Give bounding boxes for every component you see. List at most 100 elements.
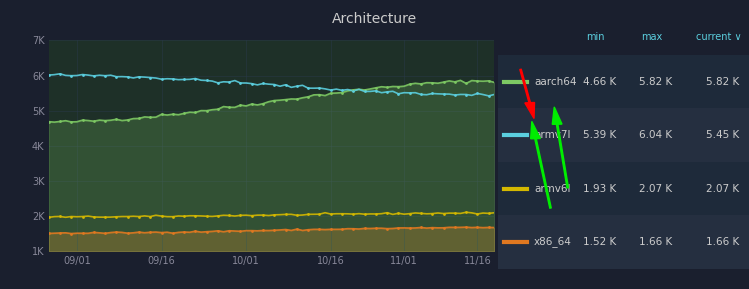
Text: 1.66 K: 1.66 K [639, 237, 672, 247]
Text: x86_64: x86_64 [534, 237, 572, 247]
Point [121, 231, 133, 236]
Point [392, 226, 404, 230]
Point [189, 214, 201, 218]
Point [426, 91, 438, 96]
Point [370, 88, 382, 93]
Point [471, 212, 483, 216]
Point [336, 212, 348, 216]
Text: 1.93 K: 1.93 K [583, 184, 616, 194]
Point [99, 231, 111, 236]
Point [167, 77, 179, 81]
Point [302, 95, 314, 99]
Point [426, 80, 438, 85]
Point [133, 75, 145, 79]
Point [88, 119, 100, 123]
Point [336, 227, 348, 231]
Point [121, 214, 133, 219]
Point [404, 226, 416, 230]
Point [178, 77, 190, 82]
Point [370, 226, 382, 231]
Point [99, 118, 111, 123]
Text: max: max [641, 32, 662, 42]
Point [325, 227, 337, 231]
Point [449, 93, 461, 97]
Text: 1.66 K: 1.66 K [706, 237, 739, 247]
Point [314, 92, 326, 97]
Point [257, 228, 269, 233]
Point [314, 227, 326, 232]
Point [76, 214, 88, 219]
Point [156, 112, 168, 117]
Point [471, 91, 483, 96]
Point [167, 112, 179, 116]
Point [54, 214, 66, 219]
Point [234, 81, 246, 85]
Point [223, 228, 235, 233]
Text: min: min [586, 32, 604, 42]
Text: 6.04 K: 6.04 K [639, 130, 672, 140]
Point [460, 81, 472, 86]
Text: 5.45 K: 5.45 K [706, 130, 739, 140]
Point [302, 86, 314, 90]
Point [99, 73, 111, 78]
Point [201, 78, 213, 83]
Point [121, 75, 133, 79]
Point [302, 227, 314, 232]
Point [223, 213, 235, 218]
Point [291, 84, 303, 88]
Point [54, 231, 66, 235]
Text: 5.82 K: 5.82 K [706, 77, 739, 87]
Point [460, 225, 472, 229]
Point [212, 214, 224, 218]
Point [348, 89, 360, 93]
Point [359, 212, 371, 216]
Point [471, 225, 483, 230]
Point [110, 230, 122, 234]
Point [291, 227, 303, 231]
Point [404, 82, 416, 86]
Point [246, 213, 258, 218]
Point [189, 76, 201, 81]
Point [279, 212, 291, 217]
Point [437, 211, 449, 216]
Point [449, 211, 461, 216]
Point [110, 74, 122, 79]
Text: 4.66 K: 4.66 K [583, 77, 616, 87]
Text: 5.39 K: 5.39 K [583, 130, 616, 140]
Text: current ∨: current ∨ [697, 32, 742, 42]
Point [43, 231, 55, 236]
Point [201, 214, 213, 218]
Point [359, 226, 371, 231]
Point [359, 88, 371, 92]
Point [370, 86, 382, 90]
Point [437, 225, 449, 230]
Point [426, 225, 438, 230]
Point [156, 214, 168, 218]
Point [145, 214, 157, 219]
Text: 2.07 K: 2.07 K [639, 184, 672, 194]
Point [76, 72, 88, 77]
Point [291, 97, 303, 101]
Point [482, 79, 494, 83]
Point [201, 229, 213, 234]
Point [121, 118, 133, 122]
Point [145, 230, 157, 235]
Point [65, 231, 77, 236]
Point [279, 97, 291, 102]
Point [325, 91, 337, 96]
Point [88, 230, 100, 235]
Text: Architecture: Architecture [332, 12, 417, 25]
Point [234, 229, 246, 234]
Point [54, 119, 66, 124]
Point [178, 230, 190, 234]
Point [88, 215, 100, 219]
Point [156, 77, 168, 81]
Point [426, 211, 438, 216]
Point [88, 74, 100, 78]
Point [449, 79, 461, 84]
Point [257, 81, 269, 86]
Point [471, 79, 483, 83]
Point [392, 84, 404, 89]
Point [415, 92, 427, 97]
Point [348, 226, 360, 231]
